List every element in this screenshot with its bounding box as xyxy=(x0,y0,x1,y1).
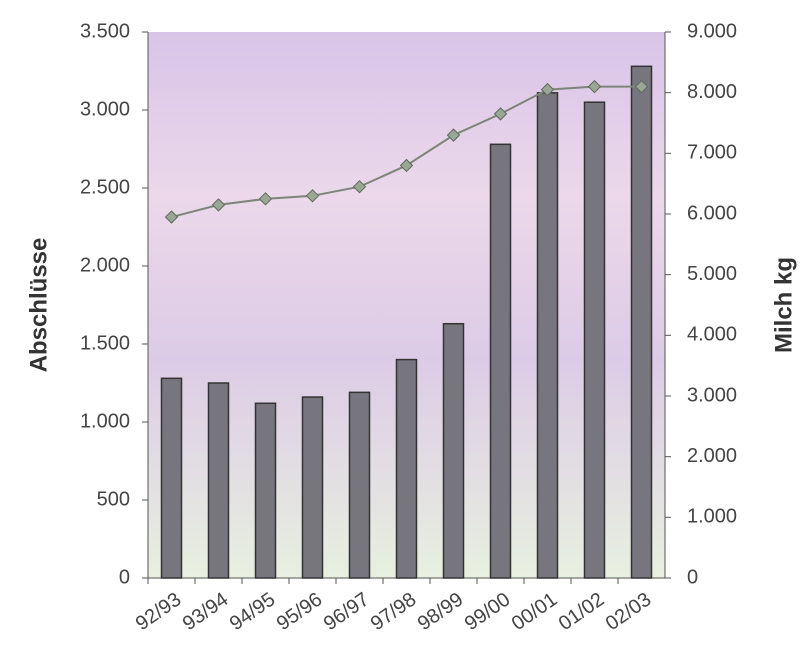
y-tick-label: 0 xyxy=(119,566,130,588)
y-tick-label: 3.500 xyxy=(80,20,130,42)
x-tick-label: 01/02 xyxy=(555,588,609,635)
y2-tick-label: 4.000 xyxy=(687,324,737,346)
x-tick-label: 94/95 xyxy=(226,588,280,635)
bar xyxy=(301,396,324,579)
y2-tick-label: 0 xyxy=(687,566,698,588)
bar xyxy=(254,402,277,579)
x-tick-label: 02/03 xyxy=(602,588,656,635)
marker xyxy=(164,210,179,224)
y-tick-label: 1.000 xyxy=(80,410,130,432)
y2-tick-label: 9.000 xyxy=(687,20,737,42)
marker xyxy=(352,179,367,194)
marker xyxy=(540,82,555,97)
x-tick-label: 95/96 xyxy=(273,588,327,635)
bar xyxy=(395,358,418,579)
x-tick-label: 96/97 xyxy=(320,588,374,635)
y-tick-label: 500 xyxy=(97,488,130,510)
y-tick-label: 2.000 xyxy=(80,254,130,276)
marker xyxy=(587,79,602,94)
y2-tick-label: 3.000 xyxy=(687,384,737,406)
y-axis-title: Abschlüsse xyxy=(25,238,52,373)
x-tick-label: 99/00 xyxy=(461,588,515,635)
y2-tick-label: 6.000 xyxy=(687,202,737,224)
marker xyxy=(634,79,649,94)
marker xyxy=(211,198,226,212)
bar xyxy=(489,143,512,579)
bar xyxy=(348,391,371,579)
bar xyxy=(630,65,653,579)
y-tick-label: 1.500 xyxy=(80,332,130,354)
x-tick-label: 00/01 xyxy=(508,588,562,635)
x-tick-label: 92/93 xyxy=(132,588,186,635)
y2-tick-label: 7.000 xyxy=(687,142,737,164)
y-tick-label: 2.500 xyxy=(80,176,130,198)
x-tick-label: 97/98 xyxy=(367,588,421,635)
bar xyxy=(442,322,465,579)
bar xyxy=(583,101,606,579)
marker xyxy=(446,128,461,142)
marker xyxy=(493,107,508,121)
y2-tick-label: 8.000 xyxy=(687,81,737,103)
y2-tick-label: 5.000 xyxy=(687,263,737,285)
x-tick-label: 98/99 xyxy=(414,588,468,635)
y2-axis-title: Milch kg xyxy=(770,257,797,353)
y-tick-label: 3.000 xyxy=(80,98,130,120)
marker xyxy=(258,192,273,206)
y2-tick-label: 2.000 xyxy=(687,445,737,467)
bar xyxy=(536,92,559,579)
x-tick-label: 93/94 xyxy=(179,588,233,635)
bar xyxy=(207,382,230,579)
bar xyxy=(160,377,183,579)
y2-tick-label: 1.000 xyxy=(687,506,737,528)
marker xyxy=(399,158,414,173)
marker xyxy=(305,189,320,203)
